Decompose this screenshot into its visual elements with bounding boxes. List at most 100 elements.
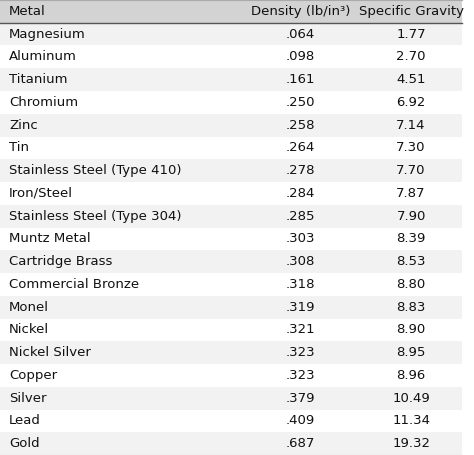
Text: Magnesium: Magnesium	[9, 28, 86, 40]
Text: 8.83: 8.83	[396, 301, 426, 313]
Text: 7.14: 7.14	[396, 119, 426, 131]
Bar	[360, 136, 462, 159]
Text: .308: .308	[285, 255, 315, 268]
Text: Muntz Metal: Muntz Metal	[9, 233, 91, 245]
Bar	[240, 114, 360, 136]
Bar	[360, 23, 462, 46]
Text: .285: .285	[285, 210, 315, 222]
Bar	[0, 46, 240, 68]
Text: Nickel Silver: Nickel Silver	[9, 346, 91, 359]
Text: .379: .379	[285, 392, 315, 404]
Bar	[0, 114, 240, 136]
Text: Nickel: Nickel	[9, 324, 49, 336]
Bar	[0, 68, 240, 91]
Text: Cartridge Brass: Cartridge Brass	[9, 255, 113, 268]
Text: 7.70: 7.70	[396, 164, 426, 177]
Text: Aluminum: Aluminum	[9, 51, 77, 63]
Text: Lead: Lead	[9, 415, 41, 427]
Bar	[240, 0, 360, 23]
Text: 4.51: 4.51	[396, 73, 426, 86]
Bar	[240, 159, 360, 182]
Bar	[360, 318, 462, 341]
Bar	[0, 273, 240, 296]
Text: Titanium: Titanium	[9, 73, 68, 86]
Text: .098: .098	[286, 51, 315, 63]
Text: .318: .318	[285, 278, 315, 291]
Bar	[0, 228, 240, 250]
Bar	[240, 91, 360, 114]
Bar	[240, 341, 360, 364]
Bar	[240, 46, 360, 68]
Text: .250: .250	[285, 96, 315, 109]
Text: 10.49: 10.49	[392, 392, 430, 404]
Bar	[0, 410, 240, 432]
Bar	[360, 0, 462, 23]
Text: .161: .161	[285, 73, 315, 86]
Text: 8.90: 8.90	[396, 324, 426, 336]
Bar	[0, 364, 240, 387]
Text: .323: .323	[285, 346, 315, 359]
Bar	[240, 364, 360, 387]
Text: .319: .319	[285, 301, 315, 313]
Text: .323: .323	[285, 369, 315, 382]
Text: 8.95: 8.95	[396, 346, 426, 359]
Bar	[0, 23, 240, 46]
Bar	[0, 136, 240, 159]
Bar	[0, 205, 240, 228]
Bar	[240, 68, 360, 91]
Text: Tin: Tin	[9, 142, 29, 154]
Bar	[240, 205, 360, 228]
Text: 7.90: 7.90	[396, 210, 426, 222]
Bar	[360, 387, 462, 410]
Bar	[0, 159, 240, 182]
Bar	[240, 410, 360, 432]
Bar	[240, 318, 360, 341]
Text: Density (lb/in³): Density (lb/in³)	[251, 5, 350, 18]
Bar	[0, 250, 240, 273]
Bar	[360, 273, 462, 296]
Text: .258: .258	[285, 119, 315, 131]
Bar	[240, 136, 360, 159]
Text: .284: .284	[285, 187, 315, 200]
Text: Silver: Silver	[9, 392, 47, 404]
Text: .321: .321	[285, 324, 315, 336]
Text: Iron/Steel: Iron/Steel	[9, 187, 73, 200]
Bar	[0, 387, 240, 410]
Text: Commercial Bronze: Commercial Bronze	[9, 278, 139, 291]
Text: .303: .303	[285, 233, 315, 245]
Text: Metal: Metal	[9, 5, 46, 18]
Bar	[0, 341, 240, 364]
Bar	[0, 432, 240, 455]
Text: Specific Gravity: Specific Gravity	[359, 5, 464, 18]
Bar	[0, 182, 240, 205]
Text: Monel: Monel	[9, 301, 49, 313]
Bar	[360, 182, 462, 205]
Bar	[360, 68, 462, 91]
Text: .264: .264	[285, 142, 315, 154]
Text: 2.70: 2.70	[396, 51, 426, 63]
Bar	[360, 341, 462, 364]
Bar	[0, 91, 240, 114]
Text: Zinc: Zinc	[9, 119, 38, 131]
Bar	[360, 114, 462, 136]
Text: 7.87: 7.87	[396, 187, 426, 200]
Text: 8.80: 8.80	[396, 278, 426, 291]
Bar	[360, 364, 462, 387]
Text: 6.92: 6.92	[396, 96, 426, 109]
Text: 8.53: 8.53	[396, 255, 426, 268]
Bar	[240, 23, 360, 46]
Bar	[360, 296, 462, 318]
Bar	[360, 250, 462, 273]
Bar	[240, 182, 360, 205]
Bar	[360, 432, 462, 455]
Text: Copper: Copper	[9, 369, 57, 382]
Text: .409: .409	[286, 415, 315, 427]
Text: 8.96: 8.96	[396, 369, 426, 382]
Text: Stainless Steel (Type 410): Stainless Steel (Type 410)	[9, 164, 182, 177]
Text: .687: .687	[285, 437, 315, 450]
Text: Stainless Steel (Type 304): Stainless Steel (Type 304)	[9, 210, 182, 222]
Bar	[360, 410, 462, 432]
Bar	[360, 46, 462, 68]
Text: .278: .278	[285, 164, 315, 177]
Bar	[360, 228, 462, 250]
